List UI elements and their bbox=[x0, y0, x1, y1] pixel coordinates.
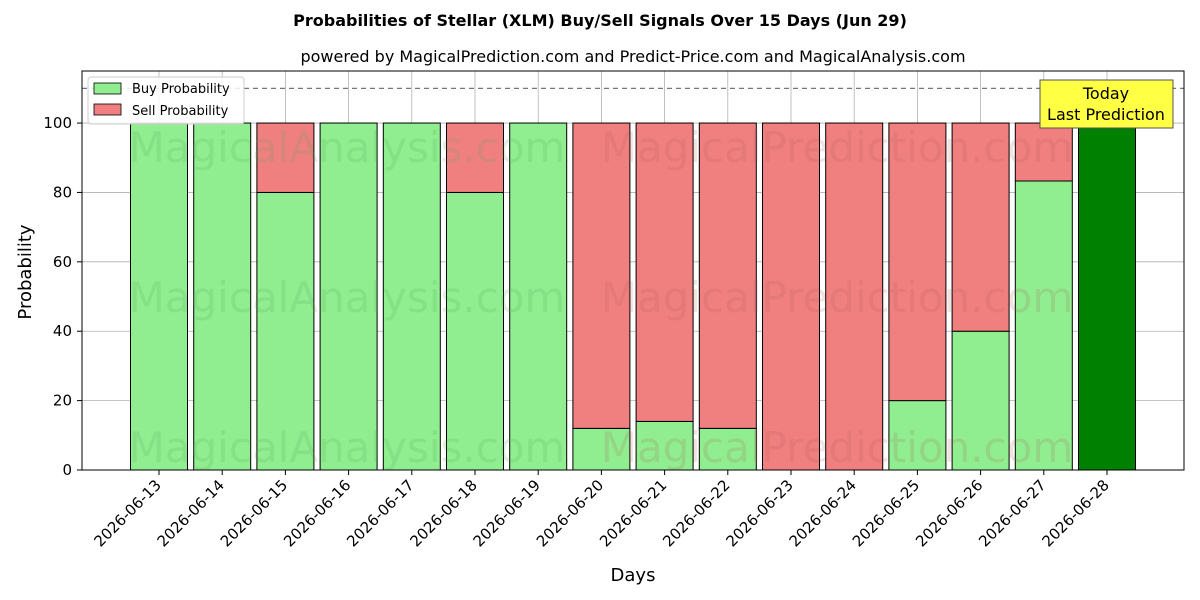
legend-label-buy: Buy Probability bbox=[132, 82, 230, 97]
bar-sell bbox=[1014, 122, 1073, 182]
x-axis: 2026-06-132026-06-142026-06-152026-06-16… bbox=[90, 470, 1113, 550]
x-tick-label: 2026-06-18 bbox=[406, 476, 480, 550]
watermarks: MagicalAnalysis.com MagicalPrediction.com… bbox=[129, 123, 1074, 472]
bar-buy bbox=[635, 420, 694, 471]
x-tick-label: 2026-06-24 bbox=[786, 476, 860, 550]
bar-buy bbox=[446, 191, 504, 471]
y-tick-label: 20 bbox=[53, 392, 72, 410]
x-tick-label: 2026-06-25 bbox=[849, 476, 923, 550]
legend-label-sell: Sell Probability bbox=[132, 104, 229, 119]
chart-subtitle: powered by MagicalPrediction.com and Pre… bbox=[300, 47, 965, 66]
bar-buy bbox=[509, 122, 568, 471]
bars bbox=[130, 122, 1136, 471]
x-tick-label: 2026-06-21 bbox=[596, 476, 670, 550]
annotation-line-1: Today bbox=[1082, 84, 1129, 103]
x-tick-label: 2026-06-14 bbox=[154, 476, 228, 550]
bar-sell bbox=[825, 122, 884, 471]
annotation-line-2: Last Prediction bbox=[1047, 105, 1165, 124]
bar-sell bbox=[572, 122, 631, 429]
watermark-text: MagicalPrediction.com bbox=[601, 423, 1074, 472]
x-tick-label: 2026-06-22 bbox=[659, 476, 733, 550]
watermark-text: MagicalAnalysis.com bbox=[129, 123, 566, 172]
bar-buy bbox=[1014, 180, 1073, 471]
x-tick-label: 2026-06-17 bbox=[343, 476, 417, 550]
watermark-text: MagicalAnalysis.com bbox=[129, 423, 566, 472]
y-tick-label: 40 bbox=[53, 322, 72, 340]
y-axis-label: Probability bbox=[15, 224, 36, 319]
x-tick-label: 2026-06-19 bbox=[470, 476, 544, 550]
today-annotation: Today Last Prediction bbox=[1039, 79, 1174, 129]
bar-buy bbox=[951, 330, 1010, 471]
x-tick-label: 2026-06-23 bbox=[722, 476, 796, 550]
bar-sell bbox=[698, 122, 757, 429]
legend-box bbox=[87, 76, 245, 125]
watermark-text: MagicalPrediction.com bbox=[601, 273, 1074, 322]
bar-sell bbox=[635, 122, 694, 422]
bar-sell bbox=[446, 122, 504, 193]
x-tick-label: 2026-06-15 bbox=[217, 476, 291, 550]
bar-buy bbox=[382, 122, 441, 471]
x-tick-label: 2026-06-13 bbox=[90, 476, 164, 550]
legend-swatch-buy bbox=[93, 82, 122, 95]
x-tick-label: 2026-06-16 bbox=[280, 476, 354, 550]
y-tick-label: 80 bbox=[53, 183, 72, 201]
bar-buy bbox=[319, 122, 378, 471]
y-tick-label: 100 bbox=[43, 114, 72, 132]
x-tick-label: 2026-06-26 bbox=[912, 476, 986, 550]
bar-buy bbox=[888, 400, 947, 471]
bar-buy bbox=[256, 191, 315, 471]
y-tick-label: 0 bbox=[62, 461, 72, 479]
bar-buy bbox=[698, 427, 757, 471]
plot-frame bbox=[81, 70, 1185, 471]
y-axis: 0 20 40 60 80 100 bbox=[43, 114, 82, 479]
bar-sell bbox=[762, 122, 820, 471]
bar-sell bbox=[888, 122, 947, 402]
x-tick-label: 2026-06-27 bbox=[975, 476, 1049, 550]
bar-sell bbox=[256, 122, 315, 193]
annotation-box bbox=[1039, 79, 1174, 129]
bar-buy bbox=[1078, 122, 1136, 471]
x-axis-label: Days bbox=[611, 565, 656, 586]
watermark-text: MagicalAnalysis.com bbox=[129, 273, 566, 322]
x-tick-label: 2026-06-28 bbox=[1038, 476, 1112, 550]
watermark-text: MagicalPrediction.com bbox=[601, 123, 1074, 172]
x-tick-label: 2026-06-20 bbox=[533, 476, 607, 550]
y-tick-label: 60 bbox=[53, 253, 72, 271]
bar-sell bbox=[951, 122, 1010, 332]
legend-swatch-sell bbox=[93, 103, 122, 116]
legend: Buy Probability Sell Probability bbox=[87, 76, 245, 125]
chart-title: Probabilities of Stellar (XLM) Buy/Sell … bbox=[293, 11, 907, 30]
